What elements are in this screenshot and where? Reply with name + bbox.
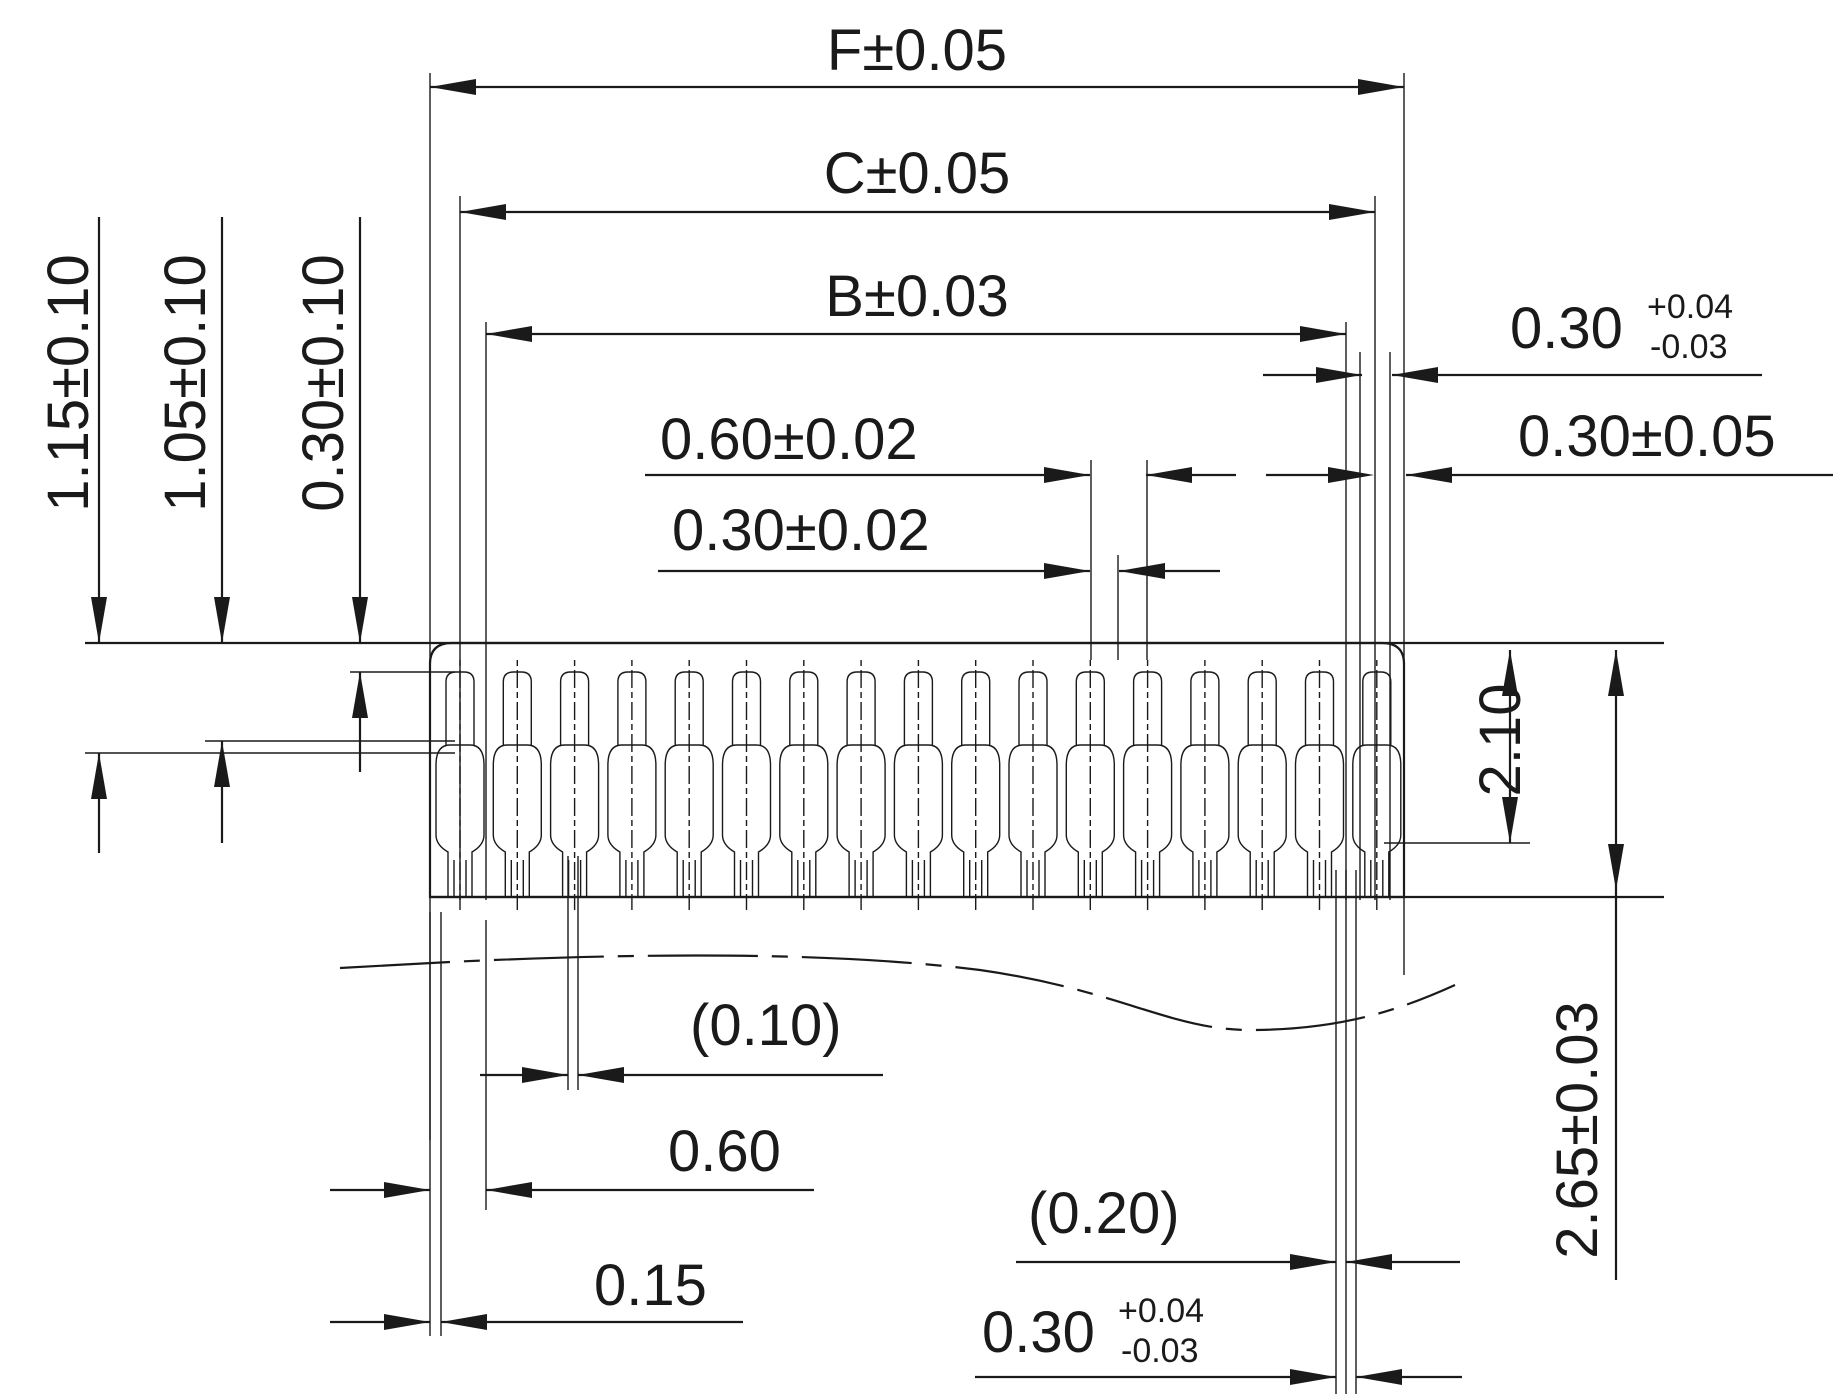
- arrow-head: [352, 597, 368, 643]
- arrow-head: [486, 1182, 532, 1198]
- arrow-head: [460, 204, 506, 220]
- arrow-head: [352, 672, 368, 718]
- svg-text:+0.04: +0.04: [1118, 1292, 1204, 1330]
- dim-pitch: 0.60±0.02: [660, 407, 918, 472]
- contact-lower: [1352, 744, 1402, 897]
- arrow-head: [1328, 467, 1374, 483]
- break-line: [339, 954, 1456, 1032]
- svg-text:+0.04: +0.04: [1647, 288, 1733, 326]
- dim-ref-0-20: (0.20): [1028, 1181, 1180, 1246]
- dim-height-2-10: 2.10: [1468, 684, 1533, 797]
- dim-right-gap-mid: 0.30±0.05: [1518, 404, 1776, 469]
- contact-lower: [549, 744, 600, 897]
- svg-text:-0.03: -0.03: [1650, 328, 1728, 366]
- arrow-head: [384, 1314, 430, 1330]
- dim-edge-0-15: 0.15: [594, 1253, 707, 1318]
- arrow-head: [1406, 467, 1452, 483]
- arrow-head: [1502, 797, 1518, 843]
- contact-pin: [779, 660, 829, 910]
- contact-pin: [1065, 660, 1115, 910]
- contact-pin: [951, 660, 1001, 910]
- arrow-head: [1044, 563, 1090, 579]
- contact-lower: [721, 744, 772, 897]
- arrow-head: [1392, 367, 1438, 383]
- contact-pin: [1352, 660, 1402, 910]
- contact-pin: [836, 660, 886, 910]
- contact-pin: [435, 660, 485, 910]
- dim-b-width: B±0.03: [825, 264, 1008, 329]
- arrow-head: [1290, 1369, 1336, 1385]
- arrow-head: [1346, 1254, 1392, 1270]
- contact-array: [435, 660, 1402, 910]
- contact-lower: [1180, 744, 1230, 897]
- arrow-head: [1119, 563, 1165, 579]
- arrow-head: [214, 741, 230, 787]
- arrow-head: [441, 1314, 487, 1330]
- connector-body: [428, 641, 1406, 899]
- arrow-head: [522, 1067, 568, 1083]
- arrow-head: [1358, 79, 1404, 95]
- contact-lower: [1065, 744, 1115, 897]
- contact-lower: [1237, 744, 1287, 897]
- contact-lower: [664, 744, 714, 897]
- svg-text:0.30: 0.30: [1510, 296, 1623, 361]
- arrow-head: [214, 597, 230, 643]
- contact-pin: [492, 660, 542, 910]
- contact-pin: [1122, 660, 1173, 910]
- contact-lower: [607, 744, 657, 897]
- arrow-head: [1356, 1369, 1402, 1385]
- contact-pin: [1008, 660, 1058, 910]
- arrow-head: [430, 79, 476, 95]
- arrow-head: [384, 1182, 430, 1198]
- dim-height-0-30: 0.30±0.10: [291, 254, 356, 512]
- dim-height-1-05: 1.05±0.10: [153, 254, 218, 512]
- arrow-head: [1608, 844, 1624, 890]
- svg-text:-0.03: -0.03: [1121, 1332, 1199, 1370]
- contact-pin: [721, 660, 772, 910]
- arrow-head: [1502, 650, 1518, 696]
- svg-text:0.30: 0.30: [982, 1300, 1095, 1365]
- contact-lower: [779, 744, 829, 897]
- contact-pin: [664, 660, 714, 910]
- dim-c-width: C±0.05: [824, 141, 1011, 206]
- arrow-head: [486, 326, 532, 342]
- contact-lower: [1008, 744, 1058, 897]
- dim-pitch-0-60: 0.60: [668, 1119, 781, 1184]
- drawing-geometry: [85, 73, 1833, 1394]
- contact-lower: [893, 744, 944, 897]
- arrow-head: [578, 1067, 624, 1083]
- arrow-head: [1044, 467, 1090, 483]
- contact-pin: [549, 660, 600, 910]
- arrow-head: [91, 753, 107, 799]
- dim-bottom-gap: 0.30 +0.04 -0.03: [982, 1292, 1204, 1370]
- dim-height-2-65: 2.65±0.03: [1545, 1001, 1610, 1259]
- contact-lower: [492, 744, 542, 897]
- contact-pin: [893, 660, 944, 910]
- arrow-head: [1290, 1254, 1336, 1270]
- arrow-head: [1300, 326, 1346, 342]
- contact-lower: [435, 744, 485, 897]
- arrow-head: [1316, 367, 1362, 383]
- contact-lower: [951, 744, 1001, 897]
- contact-lower: [1122, 744, 1173, 897]
- contact-pin: [1237, 660, 1287, 910]
- dim-contact-width: 0.30±0.02: [672, 498, 930, 563]
- contact-pin: [1180, 660, 1230, 910]
- contact-lower: [836, 744, 886, 897]
- dim-ref-0-10: (0.10): [690, 993, 842, 1058]
- contact-pin: [607, 660, 657, 910]
- arrow-head: [1146, 467, 1192, 483]
- contact-pin: [1294, 660, 1345, 910]
- contact-lower: [1294, 744, 1345, 897]
- dim-f-width: F±0.05: [827, 18, 1007, 83]
- arrow-head: [1608, 650, 1624, 696]
- arrow-head: [91, 597, 107, 643]
- arrow-head: [1329, 204, 1375, 220]
- dim-height-1-15: 1.15±0.10: [36, 254, 101, 512]
- dim-right-gap-top: 0.30 +0.04 -0.03: [1510, 288, 1733, 366]
